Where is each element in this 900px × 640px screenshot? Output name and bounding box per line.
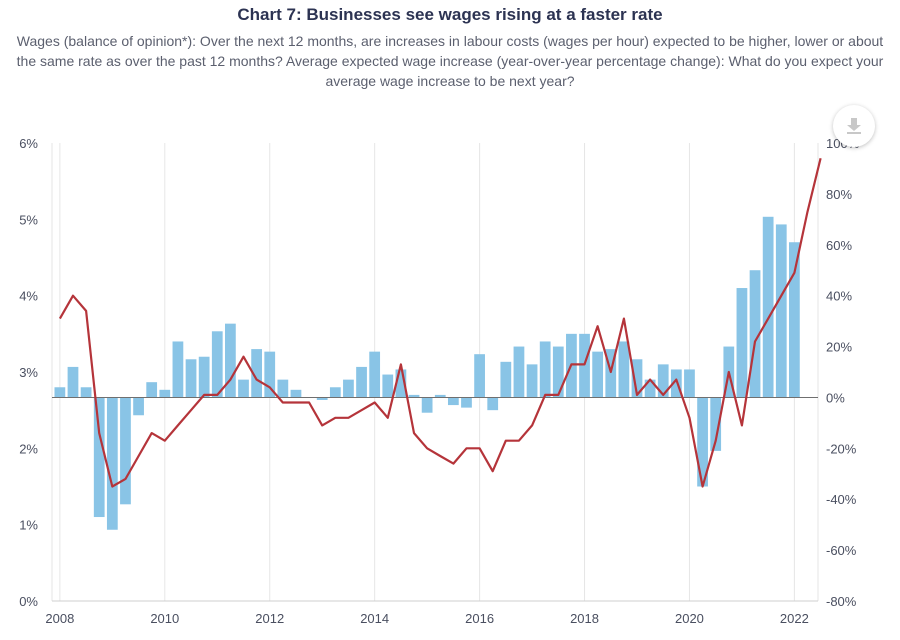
- wage-balance-bar: [329, 387, 341, 398]
- wage-balance-bar: [120, 397, 131, 505]
- wage-balance-bar: [736, 288, 748, 398]
- wage-balance-bar: [474, 354, 485, 398]
- right-axis-tick-label: 0%: [826, 390, 845, 405]
- wage-balance-bar: [356, 366, 367, 398]
- right-axis-tick-label: -40%: [826, 492, 857, 507]
- x-tick-label: 2020: [675, 611, 704, 626]
- wage-balance-bar: [343, 379, 354, 398]
- left-axis-tick-label: 2%: [19, 441, 38, 456]
- wage-balance-bar: [670, 369, 682, 398]
- wage-balance-bar: [382, 374, 394, 398]
- wage-balance-bar: [395, 369, 407, 398]
- wage-balance-bar: [461, 397, 472, 408]
- wage-balance-bar: [211, 331, 223, 398]
- wage-balance-bar: [198, 356, 210, 398]
- right-axis-tick-label: 40%: [826, 289, 852, 304]
- right-axis-tick-label: -80%: [826, 594, 857, 609]
- left-axis-tick-label: 3%: [19, 365, 38, 380]
- wage-balance-bar: [579, 333, 590, 398]
- wage-balance-bar: [487, 397, 499, 411]
- wage-balance-bar: [93, 397, 105, 518]
- right-axis-tick-label: 80%: [826, 187, 852, 202]
- wage-balance-bar: [657, 364, 669, 398]
- wage-balance-bar: [500, 361, 512, 398]
- wage-balance-bar: [408, 394, 420, 398]
- wage-balance-bar: [762, 216, 774, 398]
- wage-balance-bar: [369, 351, 381, 398]
- left-axis-tick-label: 1%: [19, 518, 38, 533]
- wage-balance-bar: [54, 387, 66, 398]
- wage-balance-bar: [264, 351, 276, 398]
- chart-subtitle: Wages (balance of opinion*): Over the ne…: [16, 33, 884, 89]
- x-tick-label: 2008: [45, 611, 74, 626]
- wage-balance-bar: [644, 379, 656, 398]
- left-axis-tick-label: 5%: [19, 212, 38, 227]
- x-tick-label: 2014: [360, 611, 389, 626]
- right-axis-tick-label: -20%: [826, 441, 857, 456]
- wage-balance-bar: [592, 351, 604, 398]
- wage-balance-bar: [775, 224, 787, 398]
- wage-balance-bar: [133, 397, 144, 416]
- chart-title: Chart 7: Businesses see wages rising at …: [237, 5, 663, 24]
- x-tick-label: 2016: [465, 611, 494, 626]
- wage-balance-bar: [67, 366, 79, 398]
- wage-balance-bar: [421, 397, 433, 413]
- wage-balance-bar: [225, 323, 236, 398]
- download-button[interactable]: [833, 105, 875, 147]
- wage-balance-bar: [146, 382, 158, 398]
- wage-balance-bar: [605, 349, 617, 398]
- wage-balance-bar: [106, 397, 118, 530]
- wage-balance-bar: [631, 359, 643, 398]
- wage-balance-bar: [539, 341, 551, 398]
- wage-balance-bar: [697, 397, 708, 487]
- wage-balance-bar: [684, 369, 695, 398]
- wage-balance-bar: [185, 359, 197, 398]
- wage-balance-bar: [789, 242, 800, 398]
- wage-balance-bar: [159, 389, 171, 398]
- wage-balance-bar: [447, 397, 459, 406]
- wage-balance-bar: [710, 397, 722, 451]
- x-tick-label: 2022: [780, 611, 809, 626]
- wage-balance-bar: [277, 379, 289, 398]
- wage-balance-bar: [80, 387, 92, 398]
- wage-balance-bar: [513, 346, 525, 398]
- right-axis-tick-label: 60%: [826, 238, 852, 253]
- wage-balance-bar: [749, 270, 761, 398]
- left-axis-tick-label: 6%: [19, 136, 38, 151]
- wage-balance-bar: [552, 346, 564, 398]
- wage-balance-bar: [172, 341, 184, 398]
- left-axis-tick-label: 4%: [19, 289, 38, 304]
- wage-balance-bar: [526, 364, 538, 398]
- right-axis-tick-label: 20%: [826, 340, 852, 355]
- x-tick-label: 2018: [570, 611, 599, 626]
- right-axis-tick-label: -60%: [826, 543, 857, 558]
- wage-balance-bar: [238, 379, 249, 398]
- expected-wage-increase-line: [58, 158, 822, 488]
- left-axis-tick-label: 0%: [19, 594, 38, 609]
- x-tick-label: 2010: [150, 611, 179, 626]
- wage-balance-bar: [618, 341, 630, 398]
- wage-balance-bar: [251, 349, 262, 398]
- wage-balance-bar: [434, 394, 446, 398]
- x-tick-label: 2012: [255, 611, 284, 626]
- wage-balance-bar: [316, 397, 328, 400]
- download-icon: [847, 118, 861, 134]
- wage-balance-bar: [290, 389, 302, 398]
